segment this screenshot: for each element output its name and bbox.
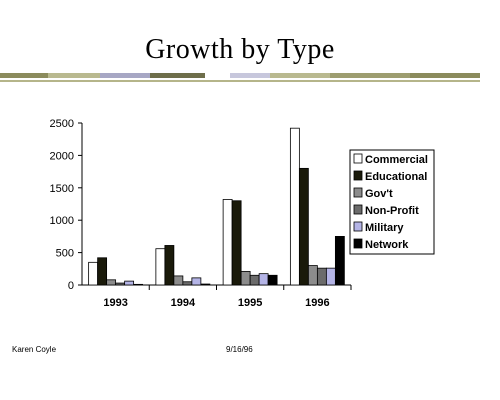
- bar-educational-1994: [164, 245, 175, 286]
- bar-commercial-1996: [289, 127, 300, 286]
- x-tick-label: 1996: [305, 297, 329, 309]
- y-tick-label: 1000: [50, 215, 74, 227]
- y-tick-label: 2000: [50, 150, 74, 162]
- footer-date: 9/16/96: [226, 345, 253, 354]
- bar-gov-t-1995: [240, 270, 251, 286]
- x-tick-label: 1993: [103, 297, 127, 309]
- footer-author: Karen Coyle: [12, 345, 57, 354]
- y-tick-label: 0: [68, 280, 74, 292]
- bar-gov-t-1993: [106, 279, 117, 286]
- y-tick-label: 500: [56, 248, 74, 260]
- legend-label: Military: [365, 222, 404, 234]
- x-tick-label: 1994: [171, 297, 196, 309]
- bar-educational-1996: [298, 167, 309, 286]
- bar-military-1996: [325, 267, 336, 286]
- chart-bars: [88, 127, 345, 286]
- legend-label: Network: [365, 239, 409, 251]
- bar-non-profit-1993: [115, 282, 126, 286]
- legend-swatch: [353, 187, 363, 198]
- bar-network-1995: [267, 274, 278, 286]
- bar-commercial-1993: [88, 261, 99, 286]
- bar-commercial-1995: [222, 199, 233, 286]
- bar-educational-1995: [231, 200, 242, 286]
- bar-network-1993: [133, 283, 144, 286]
- bar-commercial-1994: [155, 248, 166, 286]
- chart-ticks: 0 500 1000 1500 2000 2500 1993 1994 1995 1996: [50, 118, 352, 309]
- slide-title: Growth by Type: [145, 34, 335, 65]
- bar-gov-t-1994: [173, 275, 184, 286]
- bar-military-1994: [191, 277, 202, 286]
- legend-swatch: [353, 204, 363, 215]
- bar-non-profit-1996: [316, 267, 327, 286]
- bar-non-profit-1994: [182, 281, 193, 286]
- bar-network-1996: [334, 235, 345, 286]
- legend-label: Educational: [365, 171, 427, 183]
- legend-label: Commercial: [365, 154, 428, 166]
- x-tick-label: 1995: [238, 297, 262, 309]
- legend-box: [349, 149, 435, 255]
- legend-label: Non-Profit: [365, 205, 419, 217]
- title-divider-thin: [0, 80, 480, 82]
- legend-swatch: [353, 221, 363, 232]
- y-tick-label: 1500: [50, 183, 74, 195]
- bar-military-1993: [124, 280, 135, 286]
- legend-swatch: [353, 238, 363, 249]
- y-tick-label: 2500: [50, 118, 74, 130]
- chart-legend: Commercial Educational Gov't Non-Profit Mili…: [349, 149, 435, 255]
- legend-label: Gov't: [365, 188, 393, 200]
- legend-swatch: [353, 170, 363, 181]
- bar-gov-t-1996: [307, 265, 318, 286]
- bar-military-1995: [258, 273, 269, 286]
- title-divider: [0, 73, 480, 78]
- legend-swatch: [353, 153, 363, 164]
- bar-network-1994: [200, 283, 211, 286]
- bar-non-profit-1995: [249, 274, 260, 286]
- bar-educational-1993: [97, 257, 108, 286]
- chart-axes: [81, 123, 351, 286]
